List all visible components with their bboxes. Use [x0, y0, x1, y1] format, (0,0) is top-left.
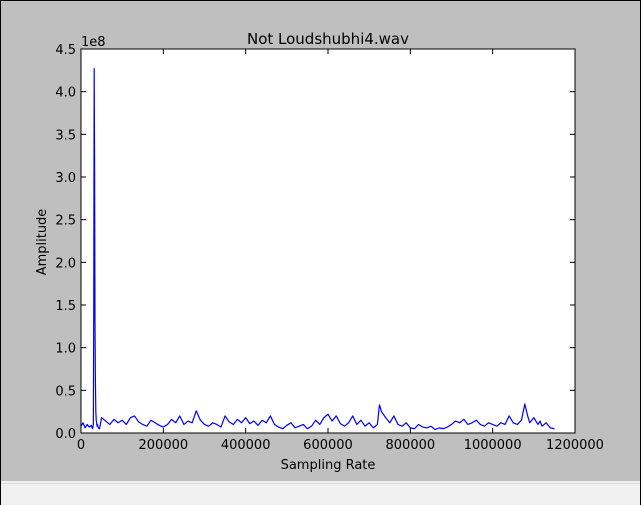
- figure-canvas: 0 200000 400000 600000 800000 1000000 1200000 …: [1, 1, 640, 481]
- y-tick-label: 3.0: [55, 171, 76, 186]
- x-tick-label: 400000: [221, 438, 271, 453]
- y-axis: 0.0 0.5 1.0 1.5 2.0 2.5 3.0 3.5 4.0 4.5: [55, 43, 575, 442]
- x-axis-label: Sampling Rate: [281, 458, 376, 473]
- y-tick-label: 4.5: [55, 43, 76, 58]
- y-tick-label: 0.5: [55, 384, 76, 399]
- y-axis-label: Amplitude: [35, 209, 50, 276]
- y-tick-label: 1.0: [55, 342, 76, 357]
- series-layer: [80, 68, 555, 431]
- y-tick-label: 2.5: [55, 214, 76, 229]
- chart-svg: 0 200000 400000 600000 800000 1000000 1200000 …: [35, 30, 604, 473]
- x-tick-label: 0: [77, 438, 85, 453]
- status-bar: [1, 483, 640, 505]
- x-tick-label: 800000: [386, 438, 436, 453]
- y-tick-label: 2.0: [55, 256, 76, 271]
- y-tick-label: 4.0: [55, 86, 76, 101]
- x-tick-label: 200000: [139, 438, 189, 453]
- chart-title: Not Loudshubhi4.wav: [247, 30, 409, 48]
- x-tick-label: 1200000: [546, 438, 604, 453]
- x-tick-label: 600000: [303, 438, 353, 453]
- y-tick-label: 1.5: [55, 299, 76, 314]
- y-tick-label: 3.5: [55, 128, 76, 143]
- y-offset-label: 1e8: [81, 35, 106, 50]
- series-line-0: [80, 68, 555, 431]
- x-tick-label: 1000000: [464, 438, 522, 453]
- y-tick-label: 0.0: [55, 427, 76, 442]
- x-axis: 0 200000 400000 600000 800000 1000000 1200000: [77, 49, 604, 453]
- plot-area: [81, 49, 575, 433]
